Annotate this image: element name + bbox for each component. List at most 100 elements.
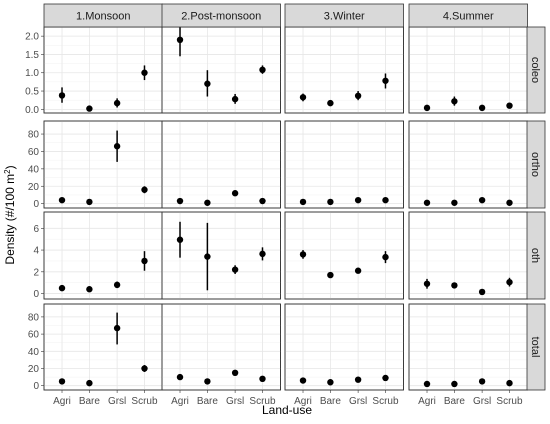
y-tick-label: 1.5	[25, 50, 39, 61]
data-point	[423, 380, 431, 388]
data-point	[141, 69, 148, 76]
data-point	[354, 92, 362, 100]
panel-border	[284, 211, 404, 300]
panel-border	[161, 120, 281, 209]
y-tick-label: 80	[28, 312, 40, 323]
data-point	[451, 199, 458, 206]
data-point	[113, 143, 121, 150]
y-axis-title-main: Density (#/100 m	[3, 174, 17, 265]
row-strip	[526, 211, 546, 300]
row-strip	[526, 26, 546, 114]
data-point	[259, 375, 266, 383]
x-tick-label: Grsl	[226, 396, 244, 407]
panel-background	[161, 120, 281, 209]
x-tick-label: Bare	[320, 396, 342, 407]
facet-panel	[43, 26, 163, 114]
x-tick-label: Agri	[294, 396, 312, 407]
y-tick-label: 0	[33, 381, 39, 392]
data-point	[382, 253, 389, 261]
y-tick-label: 40	[28, 164, 40, 175]
data-point	[478, 104, 486, 112]
row-strip	[526, 120, 546, 209]
panel-background	[408, 26, 528, 114]
y-tick-label: 60	[28, 330, 40, 341]
data-point	[451, 98, 458, 105]
data-point	[58, 284, 66, 292]
column-strips: 1.Monsoon 2.Post-monsoon 3.Winter 4.Summer	[43, 3, 528, 28]
y-tick-label: 0.0	[25, 105, 39, 116]
data-point	[478, 288, 486, 296]
data-point	[382, 374, 389, 382]
data-point	[327, 271, 334, 279]
data-point	[204, 253, 211, 260]
column-strip-label: 2.Post-monsoon	[181, 11, 261, 23]
data-point	[299, 198, 307, 206]
panel-background	[43, 303, 163, 391]
y-tick-label: 0.5	[25, 87, 39, 98]
x-tick-label: Grsl	[349, 396, 367, 407]
y-axis-title-superscript: 2	[3, 169, 12, 174]
data-point	[354, 376, 362, 383]
data-point	[506, 102, 513, 109]
data-point	[451, 282, 458, 289]
x-tick-label: Scrub	[131, 396, 158, 407]
y-tick-label: 20	[28, 364, 40, 375]
data-point	[299, 377, 307, 384]
data-point	[176, 197, 184, 205]
data-point	[176, 236, 184, 243]
data-point	[423, 199, 431, 206]
data-point	[204, 80, 211, 87]
panel-border	[284, 120, 404, 209]
data-point	[58, 378, 66, 385]
panel-border	[161, 211, 281, 300]
x-tick-label: Bare	[79, 396, 101, 407]
panel-border	[284, 303, 404, 391]
y-tick-label: 0	[33, 289, 39, 300]
x-axis-title: Land-use	[262, 403, 312, 417]
y-tick-label: 80	[28, 130, 40, 141]
x-tick-labels: Agri Bare Grsl Scrub Agri Bare Grsl Scrub Agri Ba…	[53, 390, 523, 407]
y-tick-label: 6	[33, 224, 39, 235]
data-point	[86, 198, 93, 206]
data-point	[354, 196, 362, 204]
facet-panel	[161, 211, 281, 300]
data-point	[259, 250, 266, 258]
data-point	[204, 199, 211, 206]
facet-panel	[408, 211, 528, 300]
data-point	[506, 379, 513, 387]
y-tick-label: 4	[33, 246, 39, 257]
x-tick-label: Scrub	[249, 396, 276, 407]
y-tick-label: 60	[28, 147, 40, 158]
facet-panel	[408, 26, 528, 114]
column-strip	[161, 3, 281, 28]
y-tick-label: 2	[33, 267, 39, 278]
data-point	[141, 365, 148, 372]
y-axis-title-close: )	[3, 165, 17, 169]
data-point	[113, 324, 121, 332]
facet-panel	[284, 303, 404, 391]
data-point	[506, 278, 513, 286]
x-tick-label: Agri	[171, 396, 189, 407]
data-point	[231, 95, 239, 103]
data-point	[58, 196, 66, 204]
x-tick-label: Bare	[444, 396, 466, 407]
row-strips: coleo ortho oth total	[526, 26, 546, 391]
data-point	[231, 369, 239, 376]
facet-panel	[43, 211, 163, 300]
data-point	[231, 266, 239, 273]
panel-background	[284, 120, 404, 209]
facet-panel	[43, 120, 163, 209]
facet-panel	[284, 26, 404, 114]
facet-panels	[43, 26, 528, 391]
facet-panel	[161, 26, 281, 114]
data-point	[141, 186, 148, 193]
data-point	[478, 378, 486, 385]
data-point	[327, 198, 334, 206]
data-point	[478, 196, 486, 204]
column-strip	[408, 3, 528, 28]
column-strip-label: 4.Summer	[443, 11, 494, 23]
x-tick-label: Agri	[53, 396, 71, 407]
y-tick-label: 20	[28, 182, 40, 193]
y-tick-label: 1.0	[25, 68, 39, 79]
